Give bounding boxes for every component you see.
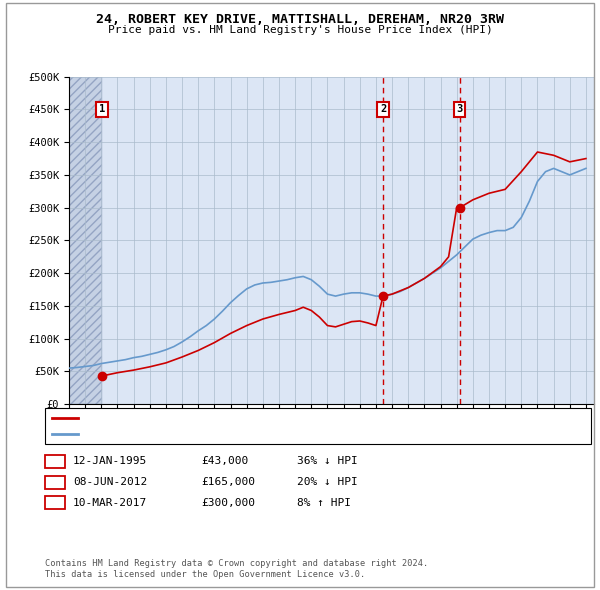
Text: £300,000: £300,000 [201,498,255,507]
Text: £43,000: £43,000 [201,457,248,466]
Text: 24, ROBERT KEY DRIVE, MATTISHALL, DEREHAM, NR20 3RW: 24, ROBERT KEY DRIVE, MATTISHALL, DEREHA… [96,13,504,26]
Text: 36% ↓ HPI: 36% ↓ HPI [297,457,358,466]
Text: 1: 1 [98,104,105,114]
Text: HPI: Average price, detached house, Breckland: HPI: Average price, detached house, Brec… [82,429,347,439]
Text: 12-JAN-1995: 12-JAN-1995 [73,457,148,466]
Text: 3: 3 [52,498,58,507]
Text: £165,000: £165,000 [201,477,255,487]
Text: 8% ↑ HPI: 8% ↑ HPI [297,498,351,507]
Text: Price paid vs. HM Land Registry's House Price Index (HPI): Price paid vs. HM Land Registry's House … [107,25,493,35]
Text: 10-MAR-2017: 10-MAR-2017 [73,498,148,507]
Text: 24, ROBERT KEY DRIVE, MATTISHALL, DEREHAM, NR20 3RW (detached house): 24, ROBERT KEY DRIVE, MATTISHALL, DEREHA… [82,413,482,423]
Text: This data is licensed under the Open Government Licence v3.0.: This data is licensed under the Open Gov… [45,571,365,579]
Text: 3: 3 [457,104,463,114]
Bar [69,77,102,404]
Text: Contains HM Land Registry data © Crown copyright and database right 2024.: Contains HM Land Registry data © Crown c… [45,559,428,568]
Text: 2: 2 [52,477,58,487]
Text: 08-JUN-2012: 08-JUN-2012 [73,477,148,487]
Text: 20% ↓ HPI: 20% ↓ HPI [297,477,358,487]
Text: 2: 2 [380,104,386,114]
Text: 1: 1 [52,457,58,466]
